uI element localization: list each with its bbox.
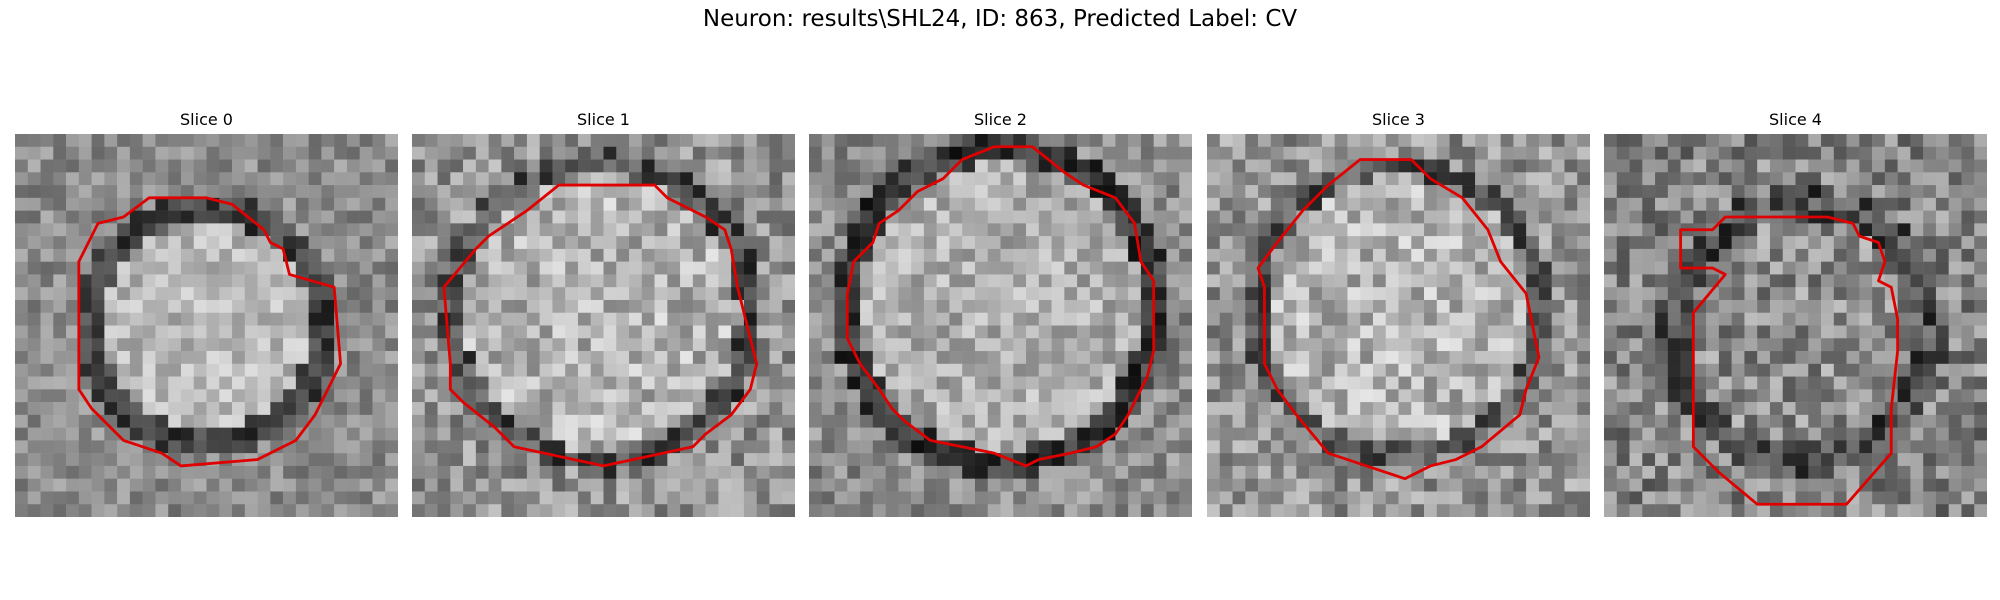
slice-title: Slice 1 xyxy=(412,110,795,129)
slice-image xyxy=(412,134,795,517)
slice-title: Slice 0 xyxy=(15,110,398,129)
slice-title: Slice 3 xyxy=(1207,110,1590,129)
slice-title: Slice 2 xyxy=(809,110,1192,129)
slice-title: Slice 4 xyxy=(1604,110,1987,129)
slice-image xyxy=(1207,134,1590,517)
slice-image xyxy=(15,134,398,517)
slice-image xyxy=(1604,134,1987,517)
slice-image xyxy=(809,134,1192,517)
figure-title: Neuron: results\SHL24, ID: 863, Predicte… xyxy=(0,6,2000,32)
